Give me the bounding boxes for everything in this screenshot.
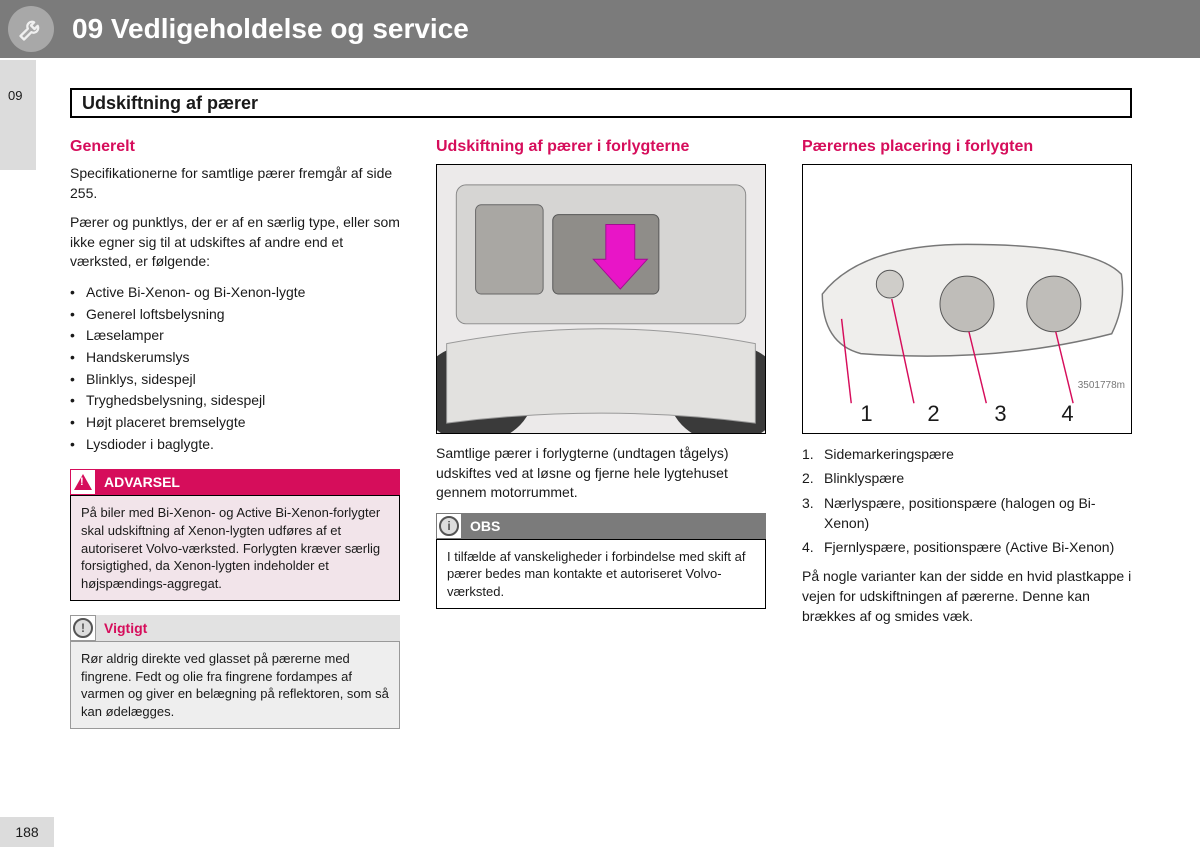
bulb-position-list: Sidemarkeringspære Blinklyspære Nærlyspæ… [802, 444, 1132, 557]
text-plastkappe: På nogle varianter kan der sidde en hvid… [802, 567, 1132, 626]
page-number: 188 [0, 817, 54, 847]
content-columns: Generelt Specifikationerne for samtlige … [70, 138, 1132, 791]
callout-label: Vigtigt [96, 615, 400, 641]
column-placering: Pærernes placering i forlygten 3501778m … [802, 138, 1132, 791]
list-item: Generel loftsbelysning [70, 304, 400, 326]
callout-label: ADVARSEL [96, 469, 400, 495]
chapter-header: 09 Vedligeholdelse og service [0, 0, 1200, 58]
figure-number-labels: 1 2 3 4 [803, 401, 1131, 427]
wrench-icon [8, 6, 54, 52]
side-tab-number: 09 [8, 88, 22, 103]
list-item: Active Bi-Xenon- og Bi-Xenon-lygte [70, 282, 400, 304]
list-item: Nærlyspære, positionspære (halogen og Bi… [802, 493, 1132, 534]
list-item: Sidemarkeringspære [802, 444, 1132, 464]
list-item: Handskerumslys [70, 347, 400, 369]
chapter-title: 09 Vedligeholdelse og service [72, 13, 469, 45]
callout-body: På biler med Bi-Xenon- og Active Bi-Xeno… [70, 495, 400, 601]
fig-label: 4 [1061, 401, 1073, 427]
fig-label: 1 [860, 401, 872, 427]
list-item: Blinklyspære [802, 468, 1132, 488]
info-circle-icon: i [436, 513, 462, 539]
callout-advarsel: ADVARSEL På biler med Bi-Xenon- og Activ… [70, 469, 400, 601]
callout-obs: i OBS I tilfælde af vanskeligheder i for… [436, 513, 766, 610]
section-title: Udskiftning af pærer [82, 93, 258, 114]
list-item: Læselamper [70, 325, 400, 347]
heading-forlygterne: Udskiftning af pærer i forlygterne [436, 138, 766, 156]
important-circle-icon: ! [70, 615, 96, 641]
column-forlygterne: Udskiftning af pærer i forlygterne Samtl… [436, 138, 766, 791]
heading-placering: Pærernes placering i forlygten [802, 138, 1132, 156]
callout-body: I tilfælde af vanskeligheder i forbindel… [436, 539, 766, 610]
text-intro-list: Pærer og punktlys, der er af en særlig t… [70, 213, 400, 272]
list-item: Højt placeret bremselygte [70, 412, 400, 434]
list-item: Blinklys, sidespejl [70, 369, 400, 391]
list-item: Lysdioder i baglygte. [70, 434, 400, 456]
figure-engine-bay [436, 164, 766, 434]
list-item: Fjernlyspære, positionspære (Active Bi-X… [802, 537, 1132, 557]
figure-ref: 3501778m [1078, 380, 1125, 391]
callout-label: OBS [462, 513, 766, 539]
warning-triangle-icon [70, 469, 96, 495]
heading-generelt: Generelt [70, 138, 400, 156]
text-specs: Specifikationerne for samtlige pærer fre… [70, 164, 400, 203]
fig-label: 3 [994, 401, 1006, 427]
text-headlamp-replace: Samtlige pærer i forlygterne (undtagen t… [436, 444, 766, 503]
fig-label: 2 [927, 401, 939, 427]
section-title-bar: Udskiftning af pærer [70, 88, 1132, 118]
callout-vigtigt: ! Vigtigt Rør aldrig direkte ved glasset… [70, 615, 400, 729]
figure-headlamp-rear: 3501778m 1 2 3 4 [802, 164, 1132, 434]
bulb-type-list: Active Bi-Xenon- og Bi-Xenon-lygte Gener… [70, 282, 400, 456]
side-tab: 09 [0, 60, 36, 170]
column-generelt: Generelt Specifikationerne for samtlige … [70, 138, 400, 791]
list-item: Tryghedsbelysning, sidespejl [70, 390, 400, 412]
callout-body: Rør aldrig direkte ved glasset på pærern… [70, 641, 400, 729]
